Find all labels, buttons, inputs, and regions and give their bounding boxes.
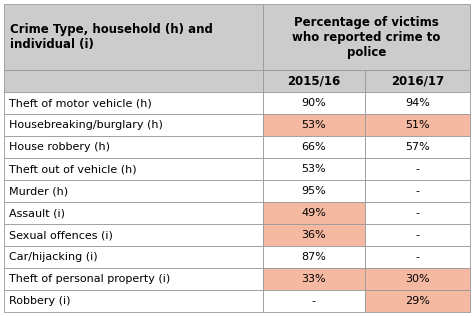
Text: 66%: 66% xyxy=(301,142,326,152)
Text: 30%: 30% xyxy=(405,274,430,284)
Bar xyxy=(263,246,365,268)
Bar xyxy=(263,92,365,114)
Bar xyxy=(365,92,470,114)
Bar xyxy=(263,158,365,180)
Bar xyxy=(365,246,470,268)
Bar xyxy=(365,114,470,136)
Bar xyxy=(263,180,365,202)
Text: 29%: 29% xyxy=(405,296,430,306)
Text: Robbery (i): Robbery (i) xyxy=(9,296,71,306)
Text: 2015/16: 2015/16 xyxy=(287,75,340,88)
Bar xyxy=(365,70,470,92)
Text: 53%: 53% xyxy=(301,120,326,130)
Text: Assault (i): Assault (i) xyxy=(9,208,65,218)
Bar xyxy=(4,136,263,158)
Bar xyxy=(365,202,470,224)
Text: 33%: 33% xyxy=(301,274,326,284)
Bar xyxy=(4,92,263,114)
Text: 2016/17: 2016/17 xyxy=(391,75,444,88)
Bar xyxy=(4,246,263,268)
Bar xyxy=(4,202,263,224)
Bar xyxy=(263,224,365,246)
Text: -: - xyxy=(416,252,419,262)
Bar xyxy=(365,180,470,202)
Bar xyxy=(4,114,263,136)
Bar xyxy=(263,114,365,136)
Bar xyxy=(263,290,365,312)
Text: 95%: 95% xyxy=(301,186,326,196)
Text: 90%: 90% xyxy=(301,98,326,108)
Text: 51%: 51% xyxy=(405,120,430,130)
Text: Car/hijacking (i): Car/hijacking (i) xyxy=(9,252,98,262)
Text: 49%: 49% xyxy=(301,208,326,218)
Bar xyxy=(4,4,263,70)
Text: -: - xyxy=(416,186,419,196)
Text: -: - xyxy=(416,164,419,174)
Text: -: - xyxy=(416,230,419,240)
Text: -: - xyxy=(416,208,419,218)
Text: 94%: 94% xyxy=(405,98,430,108)
Text: 36%: 36% xyxy=(301,230,326,240)
Bar xyxy=(263,4,470,70)
Text: 53%: 53% xyxy=(301,164,326,174)
Text: House robbery (h): House robbery (h) xyxy=(9,142,110,152)
Bar xyxy=(365,224,470,246)
Bar xyxy=(4,158,263,180)
Text: Crime Type, household (h) and
individual (i): Crime Type, household (h) and individual… xyxy=(10,23,213,51)
Bar xyxy=(4,224,263,246)
Bar xyxy=(4,180,263,202)
Bar xyxy=(4,70,263,92)
Bar xyxy=(365,268,470,290)
Text: -: - xyxy=(312,296,316,306)
Bar xyxy=(365,158,470,180)
Bar xyxy=(4,268,263,290)
Bar xyxy=(263,202,365,224)
Text: Percentage of victims
who reported crime to
police: Percentage of victims who reported crime… xyxy=(292,15,440,58)
Bar xyxy=(263,268,365,290)
Text: Theft of motor vehicle (h): Theft of motor vehicle (h) xyxy=(9,98,152,108)
Text: Sexual offences (i): Sexual offences (i) xyxy=(9,230,113,240)
Text: Murder (h): Murder (h) xyxy=(9,186,68,196)
Bar xyxy=(4,290,263,312)
Text: Theft out of vehicle (h): Theft out of vehicle (h) xyxy=(9,164,137,174)
Bar xyxy=(263,136,365,158)
Bar xyxy=(365,136,470,158)
Text: 87%: 87% xyxy=(301,252,326,262)
Bar xyxy=(365,290,470,312)
Bar xyxy=(263,70,365,92)
Text: Housebreaking/burglary (h): Housebreaking/burglary (h) xyxy=(9,120,163,130)
Text: Theft of personal property (i): Theft of personal property (i) xyxy=(9,274,170,284)
Text: 57%: 57% xyxy=(405,142,430,152)
